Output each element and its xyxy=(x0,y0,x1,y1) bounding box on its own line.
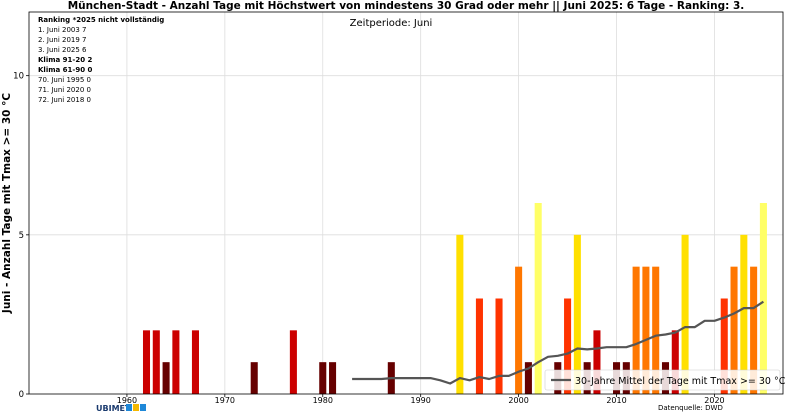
data-source: Datenquelle: DWD xyxy=(658,404,723,412)
bar-1973 xyxy=(250,362,258,394)
ranking-box: Ranking *2025 nicht vollständig 1. Juni … xyxy=(38,16,164,104)
ubimet-logo: UBIMET xyxy=(96,404,146,413)
bar-2022 xyxy=(730,266,738,394)
bar-2014 xyxy=(652,266,660,394)
ranking-line: 2. Juni 2019 7 xyxy=(38,36,87,44)
bar-2023 xyxy=(740,234,748,394)
bar-2005 xyxy=(564,298,572,394)
bar-2006 xyxy=(573,234,581,394)
bar-2012 xyxy=(632,266,640,394)
bar-1962 xyxy=(142,330,151,394)
ranking-line: 70. Juni 1995 0 xyxy=(38,76,91,84)
ranking-line: 71. Juni 2020 0 xyxy=(38,86,91,94)
bar-1980 xyxy=(319,362,327,394)
bar-1963 xyxy=(152,330,160,394)
y-tick-label: 5 xyxy=(19,231,24,241)
legend-box xyxy=(544,369,781,391)
logo-mark-1 xyxy=(126,404,132,411)
bar-1967 xyxy=(191,330,199,394)
y-tick-label: 0 xyxy=(19,390,24,400)
x-ticks: 1960 1970 1980 1990 2000 2010 2020 xyxy=(117,394,725,405)
bar-2016 xyxy=(671,330,679,394)
ranking-line: 1. Juni 2003 7 xyxy=(38,26,87,34)
chart-subtitle: Zeitperiode: Juni xyxy=(350,18,433,29)
x-tick-label: 1990 xyxy=(411,396,431,405)
bar-2013 xyxy=(642,266,650,394)
x-tick-label: 1980 xyxy=(313,396,333,405)
legend: 30-Jahre Mittel der Tage mit Tmax >= 30 … xyxy=(544,369,786,391)
bar-2001 xyxy=(524,362,532,394)
bar-1996 xyxy=(475,298,483,394)
bar-1965 xyxy=(172,330,180,394)
logo-mark-3 xyxy=(140,404,146,411)
logo-mark-2 xyxy=(133,404,139,411)
bar-1977 xyxy=(289,330,297,394)
x-tick-label: 1970 xyxy=(215,396,235,405)
grid xyxy=(29,12,783,394)
bar-2025 xyxy=(759,203,767,394)
legend-label: 30-Jahre Mittel der Tage mit Tmax >= 30 … xyxy=(575,376,786,387)
x-tick-label: 1960 xyxy=(117,396,137,405)
bar-2008 xyxy=(593,330,601,394)
x-tick-label: 2000 xyxy=(508,396,528,405)
bar-2024 xyxy=(750,266,758,394)
bar-2002 xyxy=(534,203,542,394)
bar-1964 xyxy=(162,362,170,394)
bar-2017 xyxy=(681,234,689,394)
bar-2000 xyxy=(515,266,523,394)
ranking-line: Klima 61-90 0 xyxy=(38,66,93,74)
y-ticks: 0 5 10 xyxy=(13,72,29,400)
average-line-group xyxy=(352,300,765,385)
y-axis-label: Juni - Anzahl Tage mit Tmax >= 30 °C xyxy=(1,93,13,314)
thirty-year-average-line xyxy=(352,300,765,385)
x-tick-label: 2010 xyxy=(606,396,626,405)
ranking-header: Ranking *2025 nicht vollständig xyxy=(38,16,164,24)
ranking-line: Klima 91-20 2 xyxy=(38,56,93,64)
bar-1981 xyxy=(329,362,337,394)
bar-1994 xyxy=(456,234,464,394)
logo-text: UBIMET xyxy=(96,404,131,413)
bar-2021 xyxy=(720,298,728,394)
chart-title: München-Stadt - Anzahl Tage mit Höchstwe… xyxy=(68,0,745,12)
y-tick-label: 10 xyxy=(13,72,24,82)
x-tick-label: 2020 xyxy=(704,396,724,405)
bar-1998 xyxy=(495,298,503,394)
ranking-line: 72. Juni 2018 0 xyxy=(38,96,91,104)
ranking-line: 3. Juni 2025 6 xyxy=(38,46,87,54)
bars xyxy=(142,203,767,394)
plot-frame xyxy=(28,11,784,395)
